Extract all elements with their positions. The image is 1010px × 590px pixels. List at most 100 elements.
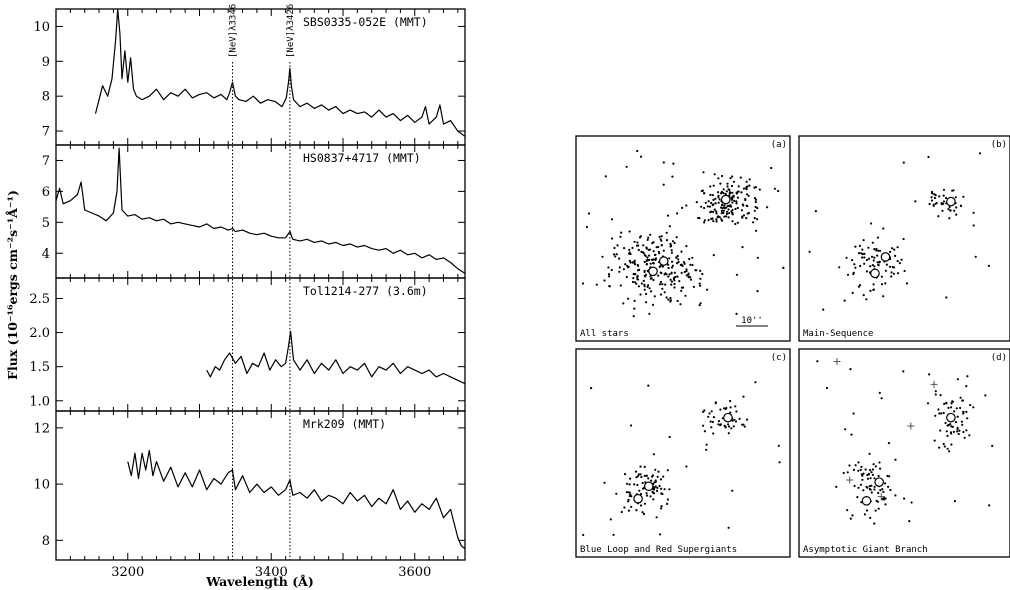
- star-point: [661, 287, 664, 290]
- agb-cross-marker: [907, 422, 915, 430]
- star-point: [876, 261, 879, 264]
- star-point: [660, 235, 663, 238]
- cluster-marker-circle: [633, 493, 643, 504]
- star-point: [865, 270, 869, 273]
- star-point: [735, 273, 739, 276]
- star-point: [891, 247, 894, 250]
- star-point: [656, 486, 659, 489]
- star-point: [731, 208, 734, 212]
- star-point: [689, 278, 693, 281]
- star-point: [753, 209, 756, 212]
- star-point: [673, 286, 676, 289]
- star-point: [729, 406, 732, 409]
- star-point: [652, 250, 655, 253]
- star-point: [857, 469, 860, 472]
- star-point: [611, 237, 614, 240]
- star-point: [943, 445, 946, 448]
- star-point: [673, 282, 676, 286]
- star-point: [652, 498, 655, 501]
- star-point: [670, 272, 673, 275]
- star-point: [707, 415, 710, 418]
- star-point: [663, 488, 666, 491]
- star-point: [860, 473, 863, 476]
- panel-frame: [55, 410, 466, 561]
- star-point: [726, 182, 729, 185]
- panel-label: Blue Loop and Red Supergiants: [580, 545, 737, 555]
- star-point: [896, 246, 899, 249]
- star-point: [876, 236, 880, 239]
- star-point: [698, 217, 701, 220]
- star-point: [668, 257, 671, 260]
- spectrum-panel-2: 4 5 6 7 HS0837+4717 (MMT): [42, 144, 466, 279]
- star-point: [662, 183, 665, 186]
- star-point: [734, 222, 737, 226]
- star-point: [722, 211, 725, 215]
- star-point: [852, 468, 856, 471]
- star-point: [865, 298, 868, 301]
- star-point: [636, 241, 639, 244]
- star-point: [903, 269, 906, 273]
- star-point: [773, 187, 777, 190]
- star-point: [735, 192, 739, 195]
- star-point: [893, 248, 896, 251]
- star-point: [739, 176, 742, 179]
- star-point: [609, 518, 612, 521]
- star-point: [766, 206, 769, 209]
- star-point: [822, 308, 825, 311]
- star-point: [872, 463, 875, 466]
- cluster-marker-circle: [648, 266, 658, 277]
- star-point: [647, 259, 650, 262]
- star-point: [969, 404, 972, 407]
- star-point: [943, 402, 946, 405]
- star-point: [959, 204, 963, 207]
- star-point: [948, 450, 951, 453]
- star-point: [877, 491, 880, 495]
- star-point: [727, 204, 730, 207]
- star-point: [657, 250, 661, 253]
- star-point: [736, 196, 740, 199]
- star-point: [878, 261, 881, 264]
- star-point: [934, 414, 937, 417]
- star-point: [666, 498, 670, 501]
- star-point: [709, 420, 712, 423]
- star-point: [724, 425, 727, 428]
- star-point: [641, 511, 644, 514]
- star-point: [666, 502, 669, 505]
- star-point: [703, 409, 706, 412]
- star-point: [703, 206, 706, 210]
- star-point: [669, 245, 672, 248]
- star-point: [746, 205, 749, 208]
- star-point: [630, 505, 633, 508]
- star-point: [863, 256, 866, 259]
- star-point: [615, 253, 618, 256]
- star-point: [720, 174, 724, 178]
- star-point: [729, 399, 732, 403]
- star-point: [873, 488, 876, 491]
- star-point: [859, 264, 862, 268]
- star-point: [965, 385, 968, 388]
- star-point: [748, 184, 751, 187]
- star-point: [733, 418, 736, 421]
- star-point: [741, 216, 744, 219]
- star-point: [940, 412, 943, 415]
- star-point: [656, 475, 659, 478]
- star-point: [878, 391, 881, 394]
- star-point: [603, 279, 606, 282]
- star-point: [660, 507, 663, 510]
- star-point: [714, 401, 718, 404]
- star-point: [734, 207, 737, 211]
- star-point: [902, 161, 905, 164]
- star-point: [888, 265, 892, 268]
- star-point: [712, 220, 715, 223]
- star-point: [939, 394, 942, 397]
- star-point: [880, 275, 884, 278]
- star-point: [942, 411, 945, 415]
- star-point: [891, 266, 894, 269]
- star-point: [900, 258, 903, 261]
- star-point: [712, 184, 715, 187]
- star-point: [619, 235, 622, 238]
- star-point: [962, 410, 965, 413]
- star-point: [742, 204, 745, 207]
- star-point: [639, 504, 643, 507]
- star-point: [879, 467, 882, 470]
